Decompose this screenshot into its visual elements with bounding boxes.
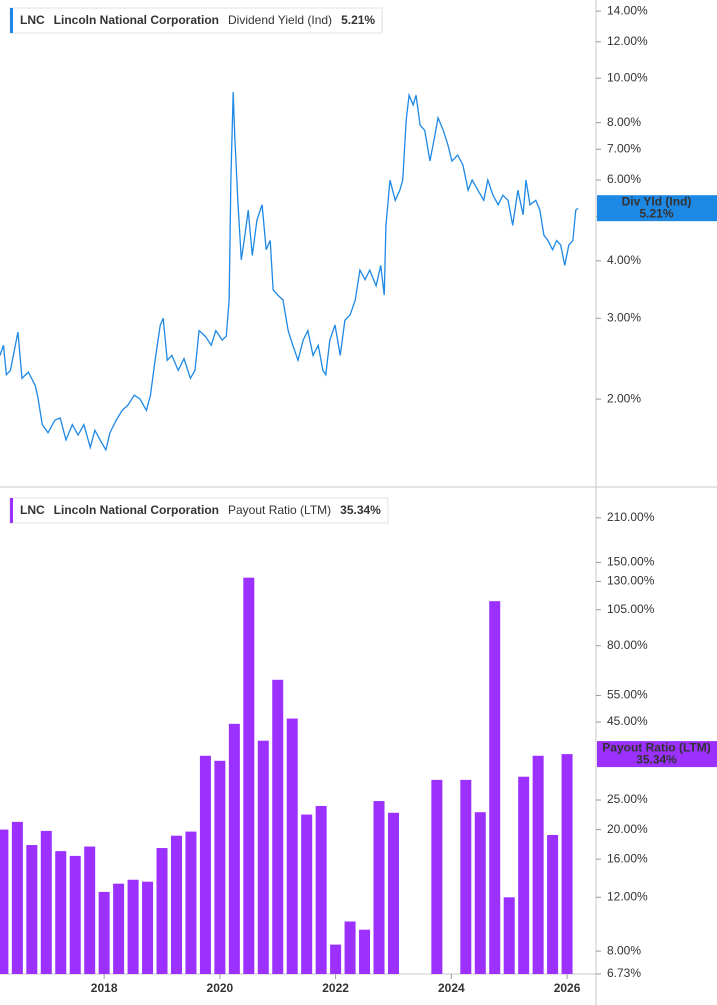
bar [489, 601, 501, 974]
y-tick-label: 12.00% [607, 34, 648, 48]
bar [315, 805, 327, 974]
bar [113, 883, 125, 974]
bar [272, 679, 284, 974]
bar [373, 801, 385, 974]
plot-area [0, 91, 579, 452]
bar [127, 879, 139, 974]
legend-box [9, 7, 383, 34]
x-tick-label: 2026 [554, 981, 581, 995]
bar [431, 779, 443, 974]
value-tag [597, 741, 717, 768]
x-tick-label: 2020 [207, 981, 234, 995]
bar [532, 755, 544, 974]
bar [170, 835, 182, 974]
value-tag [597, 195, 717, 222]
bar [243, 577, 255, 974]
bar [26, 845, 38, 974]
y-tick-label: 8.00% [607, 943, 641, 957]
legend-series: Payout Ratio (LTM) [228, 503, 331, 517]
bar [518, 776, 530, 974]
bar [156, 848, 168, 974]
legend-value: 5.21% [341, 13, 375, 27]
y-tick-label: 80.00% [607, 638, 648, 652]
legend-company: Lincoln National Corporation [54, 13, 219, 27]
value-tag-name: Div Yld (Ind) [622, 194, 692, 208]
y-tick-label: 14.00% [607, 3, 648, 17]
x-tick-label: 2024 [438, 981, 465, 995]
y-tick-label: 105.00% [607, 602, 655, 616]
legend-ticker: LNC [20, 13, 45, 27]
bar [84, 846, 96, 974]
legend-swatch [10, 498, 13, 523]
bar [228, 723, 240, 974]
bar [561, 754, 573, 974]
value-tag-name: Payout Ratio (LTM) [602, 740, 710, 754]
y-tick-label: 55.00% [607, 688, 648, 702]
y-tick-label: 3.00% [607, 310, 641, 324]
legend-company: Lincoln National Corporation [54, 503, 219, 517]
value-tag-value: 35.34% [636, 752, 677, 766]
bar [142, 881, 154, 974]
y-tick-label: 8.00% [607, 115, 641, 129]
bar [387, 812, 399, 974]
bar [330, 944, 342, 974]
legend-series: Dividend Yield (Ind) [228, 13, 332, 27]
bar [185, 831, 197, 974]
bar [503, 897, 515, 974]
legend-value: 35.34% [340, 503, 381, 517]
y-tick-label: 210.00% [607, 510, 655, 524]
y-tick-label: 6.73% [607, 966, 641, 980]
y-tick-label: 6.00% [607, 172, 641, 186]
x-tick-label: 2018 [91, 981, 118, 995]
bar [474, 812, 486, 974]
bar [344, 921, 356, 974]
bar [98, 891, 110, 974]
y-tick-label: 130.00% [607, 574, 655, 588]
bar [40, 830, 52, 974]
y-tick-label: 45.00% [607, 714, 648, 728]
plot-area [0, 577, 573, 974]
bar [199, 755, 211, 974]
legend-swatch [10, 8, 13, 33]
y-tick-label: 25.00% [607, 792, 648, 806]
bar [55, 851, 67, 974]
bar [460, 779, 472, 974]
value-tag-value: 5.21% [639, 206, 673, 220]
y-tick-label: 12.00% [607, 889, 648, 903]
bar [214, 760, 226, 974]
bar [359, 929, 371, 974]
bar [257, 740, 269, 974]
y-tick-label: 10.00% [607, 70, 648, 84]
x-tick-label: 2022 [322, 981, 349, 995]
y-tick-label: 150.00% [607, 555, 655, 569]
bar [11, 821, 23, 974]
y-tick-label: 7.00% [607, 141, 641, 155]
y-tick-label: 16.00% [607, 851, 648, 865]
bar [286, 718, 298, 974]
y-tick-label: 4.00% [607, 253, 641, 267]
y-tick-label: 2.00% [607, 391, 641, 405]
y-tick-label: 20.00% [607, 822, 648, 836]
bar [547, 834, 559, 974]
bar [301, 814, 313, 974]
legend-ticker: LNC [20, 503, 45, 517]
line [0, 91, 579, 452]
bar [0, 829, 9, 974]
bar [69, 855, 81, 974]
